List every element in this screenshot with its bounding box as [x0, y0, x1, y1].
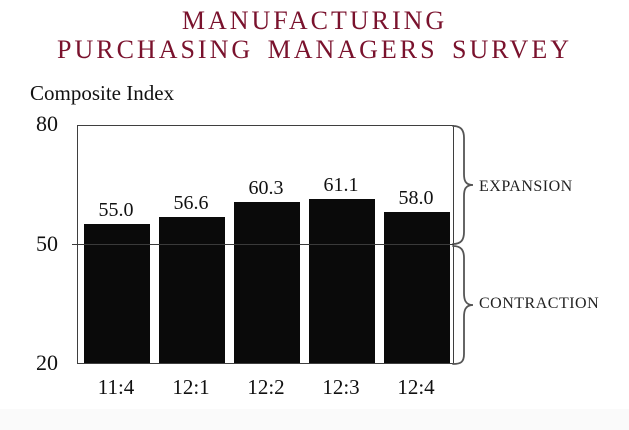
page-title-line2: PURCHASING MANAGERS SURVEY — [57, 35, 572, 64]
y-tick-label: 20 — [36, 349, 58, 375]
x-tick-label: 12:1 — [172, 375, 210, 399]
bar-12:2 — [234, 202, 300, 363]
bar-12:1 — [159, 217, 225, 363]
footer-band — [0, 409, 629, 430]
y-tick-label: 80 — [36, 110, 58, 136]
bar-11:4 — [84, 223, 150, 363]
zone-braces — [452, 125, 474, 365]
expansion-zone-label: EXPANSION — [479, 178, 573, 195]
x-tick-label: 12:4 — [397, 375, 435, 399]
page-title-line1: MANUFACTURING — [181, 6, 448, 35]
bar-12:3 — [309, 199, 375, 363]
bar-value-label: 56.6 — [173, 192, 209, 215]
bar-value-label: 60.3 — [248, 177, 284, 200]
contraction-zone-label: CONTRACTION — [479, 295, 600, 312]
bar-value-label: 55.0 — [98, 198, 134, 221]
expansion-brace — [452, 125, 474, 245]
x-tick-label: 12:2 — [247, 375, 285, 399]
x-tick-label: 12:3 — [322, 375, 360, 399]
contraction-brace — [452, 245, 474, 365]
y-tick-label: 50 — [36, 230, 58, 256]
plot-area — [77, 125, 454, 364]
reference-line-50 — [72, 243, 454, 245]
bar-12:4 — [384, 211, 450, 363]
bar-value-label: 61.1 — [323, 174, 359, 197]
page-title: MANUFACTURING PURCHASING MANAGERS SURVEY — [0, 6, 629, 64]
x-tick-label: 11:4 — [97, 375, 135, 399]
bar-value-label: 58.0 — [398, 186, 434, 209]
chart-title: Composite Index — [30, 81, 175, 105]
